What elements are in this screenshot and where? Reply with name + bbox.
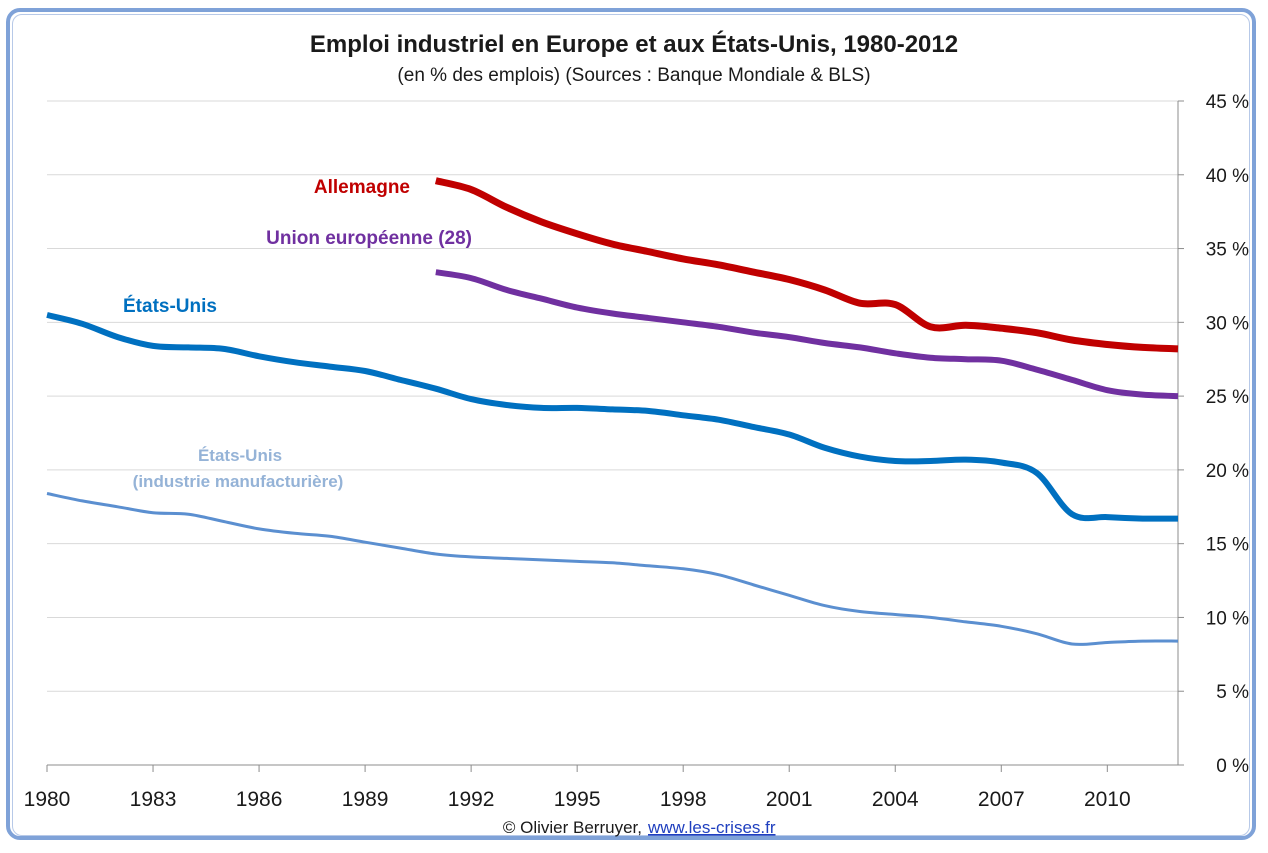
x-tick-label: 1998	[660, 788, 707, 811]
chart-frame-inner	[12, 14, 1250, 836]
series-label-etats-unis: États-Unis	[123, 295, 217, 317]
x-tick-label: 2001	[766, 788, 813, 811]
y-tick-label: 35 %	[1206, 240, 1249, 261]
axes: 0 % 5 % 10 % 15 % 20 % 25 % 30 % 35 % 40 % 45 % 19…	[24, 92, 1249, 811]
x-tick-label: 1995	[554, 788, 601, 811]
series-line-etats-unis	[46, 312, 1179, 522]
y-tick-label: 40 %	[1206, 166, 1249, 187]
x-tick-label: 2004	[872, 788, 919, 811]
footer-link[interactable]: www.les-crises.fr	[647, 818, 776, 837]
y-tick-label: 20 %	[1206, 461, 1249, 482]
series-line-union-europeenne	[435, 269, 1179, 400]
y-tick-label: 25 %	[1206, 387, 1249, 408]
series-group	[46, 177, 1179, 646]
y-tick-label: 30 %	[1206, 313, 1249, 334]
x-tick-label: 2007	[978, 788, 1025, 811]
y-tick-label: 45 %	[1206, 92, 1249, 113]
chart-title: Emploi industriel en Europe et aux États…	[310, 30, 958, 58]
footer-credit: © Olivier Berruyer,	[503, 818, 642, 837]
series-label-union-europeenne: Union européenne (28)	[266, 228, 472, 249]
chart-frame	[6, 8, 1256, 840]
chart-subtitle: (en % des emplois) (Sources : Banque Mon…	[397, 65, 870, 86]
series-label-etats-unis-manuf-line1: États-Unis	[198, 446, 282, 465]
x-tick-label: 1992	[448, 788, 495, 811]
series-line-allemagne	[434, 177, 1179, 353]
x-tick-label: 1983	[130, 788, 177, 811]
y-tick-label: 10 %	[1206, 608, 1249, 629]
y-tick-label: 15 %	[1206, 535, 1249, 556]
y-tick-label: 5 %	[1216, 682, 1249, 703]
series-line-etats-unis-manufacturiere	[46, 492, 1179, 646]
series-label-etats-unis-manuf-line2: (industrie manufacturière)	[133, 472, 344, 491]
x-tick-label: 1986	[236, 788, 283, 811]
x-tick-label: 2010	[1084, 788, 1131, 811]
series-label-allemagne: Allemagne	[314, 177, 410, 198]
x-tick-label: 1980	[24, 788, 71, 811]
grid-lines	[47, 100, 1178, 692]
y-tick-label: 0 %	[1216, 756, 1249, 777]
x-tick-label: 1989	[342, 788, 389, 811]
